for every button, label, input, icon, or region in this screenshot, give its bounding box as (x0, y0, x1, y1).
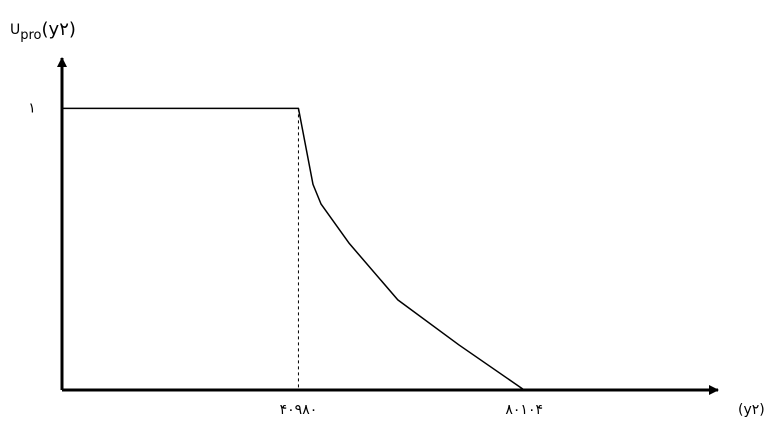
x-tick-label: ۸۰۱۰۴ (505, 402, 543, 418)
x-tick-label: ۴۰۹۸۰ (280, 402, 318, 418)
y-label-sub: pro (20, 28, 41, 43)
y-axis-label: Upro(y۲) (10, 19, 76, 43)
y-label-main: U (10, 22, 20, 38)
y-tick-label: ۱ (28, 100, 36, 116)
y-label-arg: (y۲) (42, 19, 76, 40)
membership-line (62, 107, 525, 391)
x-axis-label: (y۲) (738, 402, 765, 418)
